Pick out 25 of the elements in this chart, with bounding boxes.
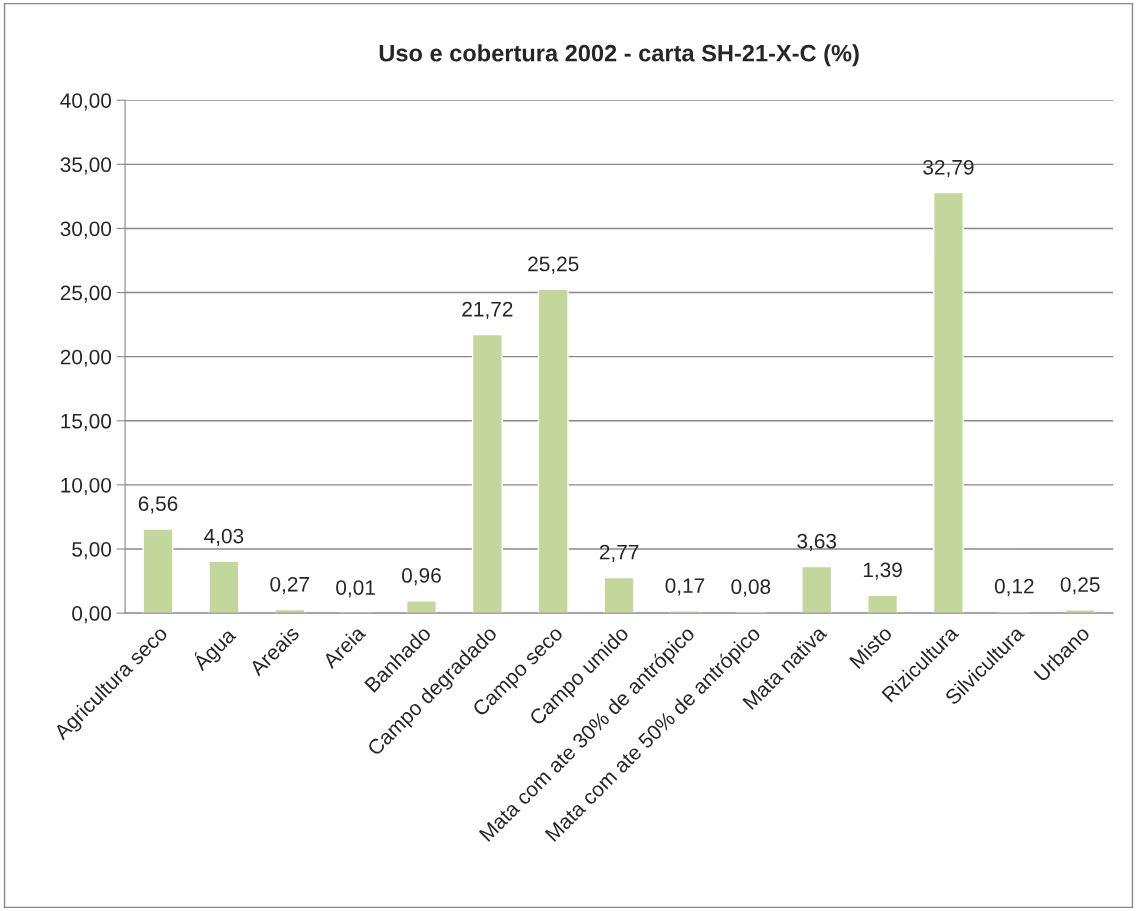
y-tick-label: 25,00 [60, 285, 112, 303]
data-label: 0,12 [994, 578, 1034, 597]
data-label: 1,39 [863, 562, 902, 580]
y-tick-label: 10,00 [61, 477, 112, 496]
data-label: 3,63 [797, 533, 837, 552]
data-label: 25,25 [528, 256, 579, 274]
y-tick-label: 0,00 [72, 606, 112, 624]
y-tick-label: 30,00 [60, 221, 112, 239]
data-label: 0,25 [1060, 577, 1100, 595]
data-label: 21,72 [462, 301, 513, 320]
y-tick-label: 40,00 [60, 93, 112, 111]
data-label: 32,79 [923, 159, 974, 178]
data-label: 4,03 [204, 528, 244, 546]
y-tick-label: 5,00 [72, 541, 112, 560]
data-label: 0,01 [336, 580, 375, 598]
chart-title: Uso e cobertura 2002 - carta SH-21-X-C (%) [379, 44, 859, 67]
data-label: 6,56 [138, 496, 178, 514]
data-label: 0,17 [665, 578, 705, 596]
y-tick-label: 15,00 [61, 413, 112, 431]
data-label: 0,96 [402, 568, 441, 586]
data-label: 2,77 [599, 544, 639, 563]
data-label: 0,27 [270, 576, 309, 595]
data-label: 0,08 [731, 579, 771, 597]
y-tick-label: 35,00 [60, 157, 112, 175]
y-tick-label: 20,00 [60, 349, 112, 367]
